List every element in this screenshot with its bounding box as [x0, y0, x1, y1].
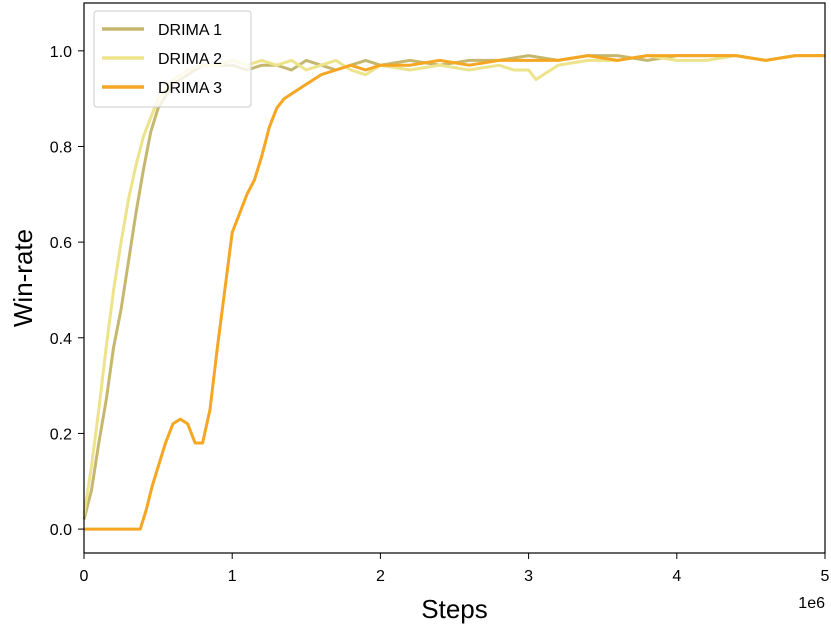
y-axis-ticks: 0.0 0.2 0.4 0.6 0.8 1.0: [50, 44, 84, 539]
x-tick-label: 3: [524, 568, 533, 585]
y-tick-label: 0.0: [50, 522, 72, 539]
legend-box: [93, 10, 252, 108]
legend: DRIMA 1 DRIMA 2 DRIMA 3: [93, 10, 252, 108]
legend-label: DRIMA 1: [158, 22, 222, 39]
x-tick-label: 1: [228, 568, 237, 585]
y-tick-label: 0.2: [50, 426, 72, 443]
y-tick-label: 0.4: [50, 331, 72, 348]
legend-item: DRIMA 3: [102, 80, 222, 97]
x-axis-ticks: 0 1 2 3 4 5: [80, 553, 830, 585]
series-line-3: [84, 54, 825, 531]
y-axis-label: Win-rate: [8, 229, 38, 327]
legend-label: DRIMA 2: [158, 51, 222, 68]
legend-label: DRIMA 3: [158, 80, 222, 97]
x-axis-offset-label: 1e6: [798, 595, 825, 612]
series-layer: [82, 54, 825, 531]
series-line-2: [82, 54, 825, 515]
legend-item: DRIMA 2: [102, 51, 222, 68]
x-tick-label: 2: [376, 568, 385, 585]
x-tick-label: 0: [80, 568, 89, 585]
y-tick-label: 1.0: [50, 44, 72, 61]
y-tick-label: 0.6: [50, 235, 72, 252]
x-tick-label: 4: [672, 568, 681, 585]
legend-item: DRIMA 1: [102, 22, 222, 39]
plot-frame: [83, 2, 826, 554]
series-line-1: [82, 54, 825, 520]
y-tick-label: 0.8: [50, 139, 72, 156]
x-axis-label: Steps: [421, 594, 488, 624]
x-tick-label: 5: [821, 568, 830, 585]
